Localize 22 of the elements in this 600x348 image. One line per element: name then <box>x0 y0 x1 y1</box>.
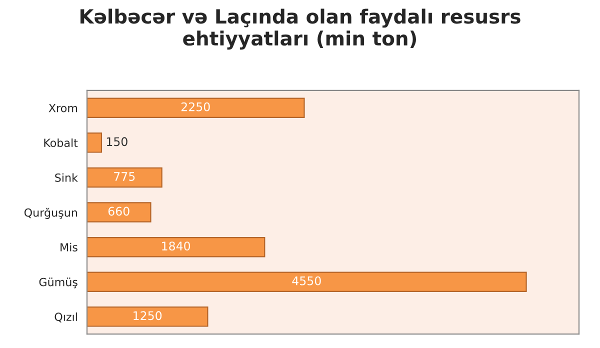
y-tick-label: Mis <box>60 242 78 252</box>
data-label: 1840 <box>162 242 190 251</box>
y-tick-label: Qızıl <box>54 312 77 322</box>
bar <box>87 202 152 222</box>
data-label: 660 <box>108 206 130 216</box>
data-label: 4550 <box>292 276 321 286</box>
bar <box>87 236 266 258</box>
data-label: 2250 <box>181 102 210 112</box>
bar <box>87 132 102 153</box>
bar <box>87 167 162 188</box>
y-tick-label: Kobalt <box>44 138 78 148</box>
bar <box>87 306 208 327</box>
y-tick-label: Qurğuşun <box>24 208 78 219</box>
bar <box>87 272 527 292</box>
data-label: 150 <box>106 137 128 146</box>
chart-title: Kəlbəcər və Laçında olan faydalı resusrs ehtiyyatları (min ton) <box>80 8 520 50</box>
y-tick-label: Gümüş <box>39 278 78 288</box>
data-label: 775 <box>114 172 135 181</box>
bar <box>87 98 305 118</box>
y-tick-label: Xrom <box>48 104 78 112</box>
data-label: 1250 <box>134 311 162 320</box>
y-tick-label: Sink <box>55 173 78 182</box>
